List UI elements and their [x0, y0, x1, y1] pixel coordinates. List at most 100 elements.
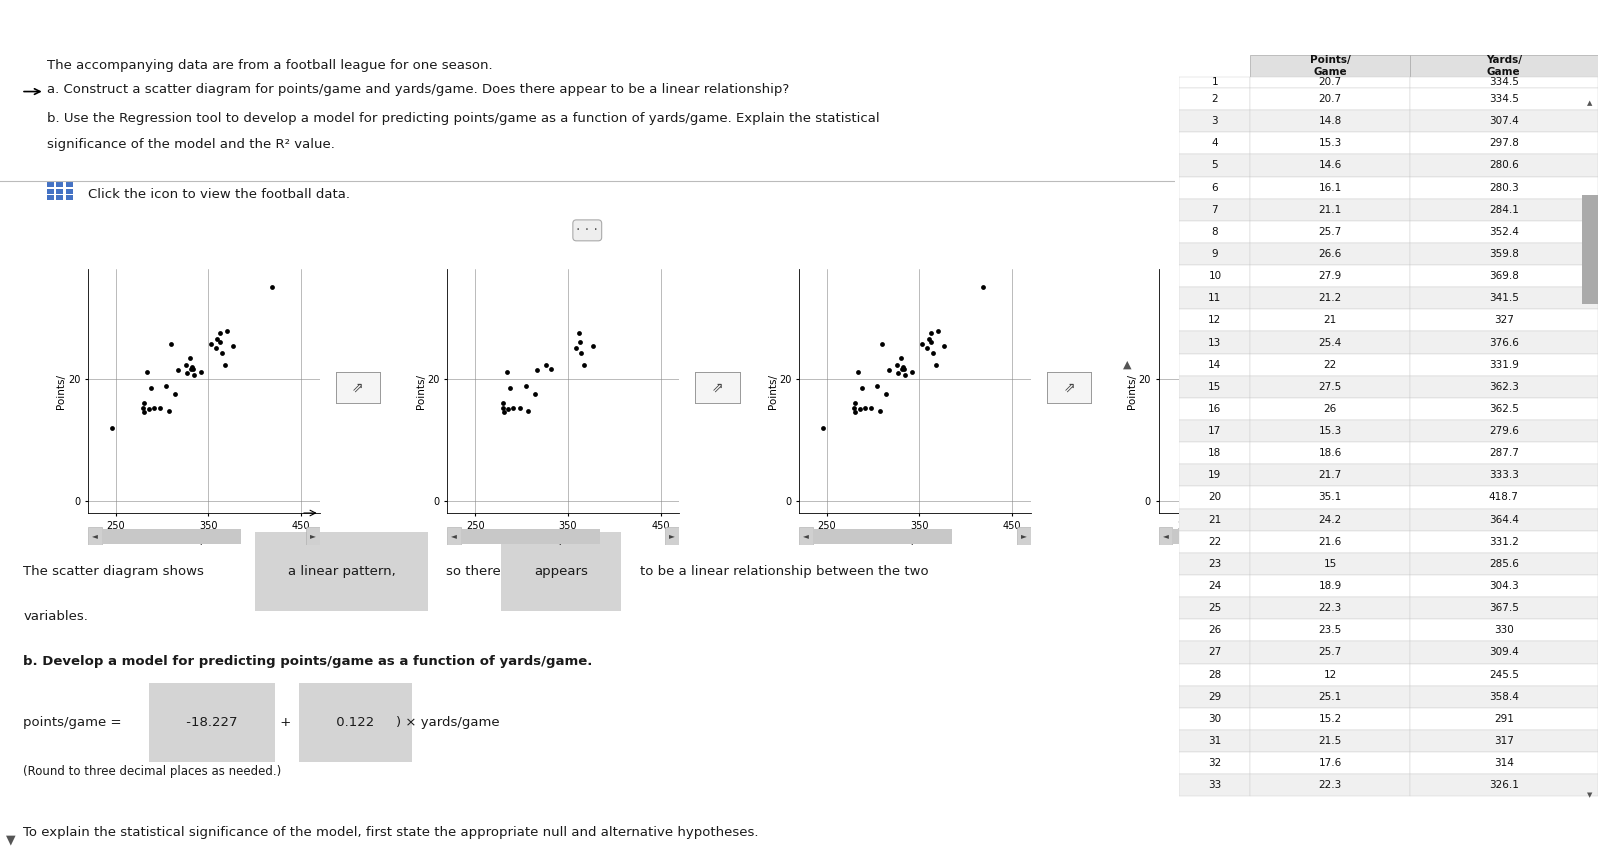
Bar: [1179, 420, 1251, 442]
Text: 33: 33: [1208, 781, 1221, 790]
Text: 304.3: 304.3: [1489, 581, 1518, 591]
Bar: [1179, 110, 1251, 133]
Text: 8: 8: [1211, 227, 1218, 237]
Point: [1251, 368, 1277, 381]
Text: 17.6: 17.6: [1318, 758, 1342, 768]
Bar: [1251, 243, 1409, 265]
Text: 367.5: 367.5: [1489, 603, 1518, 613]
Bar: [1251, 77, 1409, 88]
Point: [1258, 365, 1283, 379]
Point: [507, 401, 532, 415]
Point: [1275, 332, 1301, 345]
Text: ▲: ▲: [1587, 100, 1593, 106]
Point: [914, 341, 940, 355]
Bar: [1376, 527, 1390, 545]
Bar: [1409, 641, 1598, 663]
X-axis label: Yards/Game: Yards/Game: [173, 536, 235, 546]
Point: [909, 338, 935, 351]
Bar: [1409, 752, 1598, 774]
Point: [874, 386, 900, 400]
Bar: [1409, 398, 1598, 420]
Bar: [665, 527, 679, 545]
Bar: [1179, 752, 1251, 774]
Bar: [1251, 55, 1409, 77]
Text: 32: 32: [1208, 758, 1221, 768]
Bar: [1409, 597, 1598, 619]
Point: [876, 363, 901, 377]
Bar: [1179, 464, 1251, 486]
Bar: [1251, 155, 1409, 176]
Point: [99, 421, 125, 434]
Point: [208, 336, 233, 350]
Text: 15.3: 15.3: [1318, 426, 1342, 436]
Bar: [1409, 509, 1598, 531]
Text: ◄: ◄: [1163, 532, 1168, 540]
Text: ) × yards/game: ) × yards/game: [396, 716, 500, 729]
Point: [203, 341, 229, 355]
Point: [572, 358, 598, 372]
Text: b. Use the Regression tool to develop a model for predicting points/game as a fu: b. Use the Regression tool to develop a …: [46, 112, 879, 125]
Bar: [66, 189, 74, 193]
Bar: [1179, 398, 1251, 420]
Text: ◄: ◄: [93, 532, 97, 540]
Text: 376.6: 376.6: [1489, 338, 1518, 347]
Text: 27.5: 27.5: [1318, 382, 1342, 392]
Text: 15: 15: [1208, 382, 1221, 392]
Point: [842, 396, 868, 410]
Bar: [1179, 708, 1251, 730]
Text: 23.5: 23.5: [1318, 625, 1342, 635]
Point: [842, 405, 868, 419]
Text: 23: 23: [1208, 559, 1221, 569]
Text: 14.6: 14.6: [1318, 161, 1342, 170]
Point: [920, 346, 946, 360]
Text: 2: 2: [1211, 94, 1218, 104]
Bar: [1409, 176, 1598, 198]
Text: 279.6: 279.6: [1489, 426, 1518, 436]
Bar: [1179, 265, 1251, 287]
Text: 7: 7: [1211, 204, 1218, 215]
Text: a. Construct a scatter diagram for points/game and yards/game. Does there appear: a. Construct a scatter diagram for point…: [46, 84, 789, 97]
Text: ◄: ◄: [452, 532, 457, 540]
Point: [534, 358, 559, 372]
Bar: [1179, 730, 1251, 752]
Text: 364.4: 364.4: [1489, 515, 1518, 525]
Point: [523, 386, 548, 400]
Point: [970, 280, 996, 294]
Point: [865, 379, 890, 392]
Point: [1248, 363, 1274, 376]
Y-axis label: Points/: Points/: [767, 374, 778, 409]
Bar: [462, 528, 601, 544]
Text: Points/
Game: Points/ Game: [1310, 55, 1350, 77]
Text: ⇗: ⇗: [1422, 380, 1435, 395]
Bar: [1409, 686, 1598, 708]
Bar: [1251, 486, 1409, 509]
Bar: [1409, 110, 1598, 133]
Text: 369.8: 369.8: [1489, 271, 1518, 281]
Point: [892, 362, 917, 375]
Text: 287.7: 287.7: [1489, 448, 1518, 458]
Text: 20.7: 20.7: [1318, 78, 1342, 87]
Text: 331.9: 331.9: [1489, 360, 1518, 369]
Text: 16: 16: [1208, 404, 1221, 414]
Y-axis label: Points/: Points/: [415, 374, 427, 409]
Point: [174, 366, 200, 380]
Point: [491, 405, 516, 419]
Bar: [1159, 527, 1173, 545]
Bar: [1016, 527, 1031, 545]
Bar: [1179, 243, 1251, 265]
Bar: [1409, 708, 1598, 730]
Bar: [56, 189, 64, 193]
Point: [919, 336, 944, 350]
Text: 35.1: 35.1: [1318, 492, 1342, 503]
Point: [885, 366, 911, 380]
Text: 11: 11: [1208, 293, 1221, 304]
Text: 20.7: 20.7: [1318, 94, 1342, 104]
Text: 25.4: 25.4: [1318, 338, 1342, 347]
Text: 29: 29: [1208, 692, 1221, 702]
Text: ◄: ◄: [804, 532, 809, 540]
Point: [852, 401, 877, 415]
Bar: [1179, 375, 1251, 398]
Bar: [799, 527, 813, 545]
Text: 307.4: 307.4: [1489, 116, 1518, 127]
Point: [888, 363, 914, 376]
